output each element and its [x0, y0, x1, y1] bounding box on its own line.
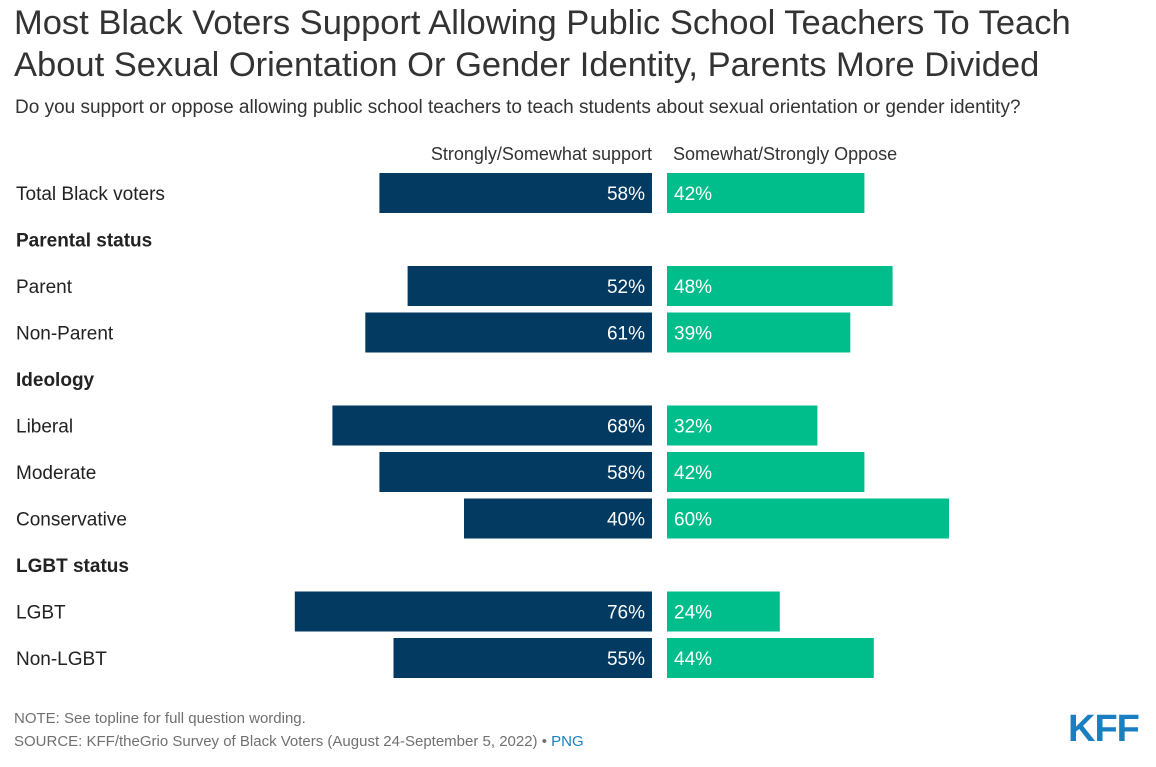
bar-support-moderate: [379, 452, 652, 492]
group-header-parental-status: Parental status: [16, 231, 152, 252]
source-text: SOURCE: KFF/theGrio Survey of Black Vote…: [14, 733, 547, 750]
row-label-conservative: Conservative: [16, 510, 127, 531]
value-support-non-lgbt: 55%: [607, 649, 645, 670]
bar-oppose-conservative: [667, 498, 949, 539]
footer-note: NOTE: See topline for full question word…: [14, 710, 306, 727]
bar-oppose-lgbt: [667, 591, 780, 632]
legend-oppose: Somewhat/Strongly Oppose: [673, 144, 897, 164]
value-support-total-black-voters: 58%: [607, 184, 645, 205]
bar-oppose-total-black-voters: [667, 173, 865, 213]
bar-oppose-liberal: [667, 405, 818, 446]
bar-oppose-non-parent: [667, 312, 851, 353]
value-oppose-moderate: 42%: [674, 463, 712, 484]
value-support-liberal: 68%: [607, 417, 645, 438]
diverging-bar-chart: Strongly/Somewhat support Somewhat/Strong…: [16, 144, 949, 678]
row-label-lgbt: LGBT: [16, 603, 66, 624]
value-support-non-parent: 61%: [607, 324, 645, 345]
row-label-moderate: Moderate: [16, 463, 96, 484]
bar-support-non-parent: [365, 312, 652, 353]
value-oppose-parent: 48%: [674, 277, 712, 298]
chart-title: Most Black Voters Support Allowing Publi…: [14, 4, 1071, 84]
value-oppose-liberal: 32%: [674, 417, 712, 438]
value-support-parent: 52%: [607, 277, 645, 298]
chart-subtitle: Do you support or oppose allowing public…: [15, 97, 1021, 118]
legend-support: Strongly/Somewhat support: [431, 144, 652, 164]
bar-support-liberal: [332, 405, 652, 446]
value-oppose-non-lgbt: 44%: [674, 649, 712, 670]
value-oppose-conservative: 60%: [674, 510, 712, 531]
row-label-non-lgbt: Non-LGBT: [16, 649, 107, 670]
kff-logo: KFF: [1068, 708, 1140, 750]
bar-support-parent: [407, 266, 652, 306]
group-header-ideology: Ideology: [16, 370, 95, 391]
bar-support-lgbt: [294, 591, 652, 632]
value-support-moderate: 58%: [607, 463, 645, 484]
png-download-link[interactable]: PNG: [551, 733, 584, 750]
value-oppose-lgbt: 24%: [674, 603, 712, 624]
bar-oppose-parent: [667, 266, 893, 306]
row-label-total-black-voters: Total Black voters: [16, 184, 165, 205]
bar-support-conservative: [464, 498, 652, 539]
bar-oppose-non-lgbt: [667, 638, 874, 678]
value-oppose-total-black-voters: 42%: [674, 184, 712, 205]
row-label-liberal: Liberal: [16, 417, 73, 438]
bar-support-total-black-voters: [379, 173, 652, 213]
value-oppose-non-parent: 39%: [674, 324, 712, 345]
value-support-lgbt: 76%: [607, 603, 645, 624]
group-header-lgbt-status: LGBT status: [16, 556, 129, 577]
row-label-parent: Parent: [16, 277, 73, 298]
footer-source: SOURCE: KFF/theGrio Survey of Black Vote…: [14, 733, 584, 750]
value-support-conservative: 40%: [607, 510, 645, 531]
bar-oppose-moderate: [667, 452, 865, 492]
bar-support-non-lgbt: [393, 638, 652, 678]
row-label-non-parent: Non-Parent: [16, 324, 114, 345]
